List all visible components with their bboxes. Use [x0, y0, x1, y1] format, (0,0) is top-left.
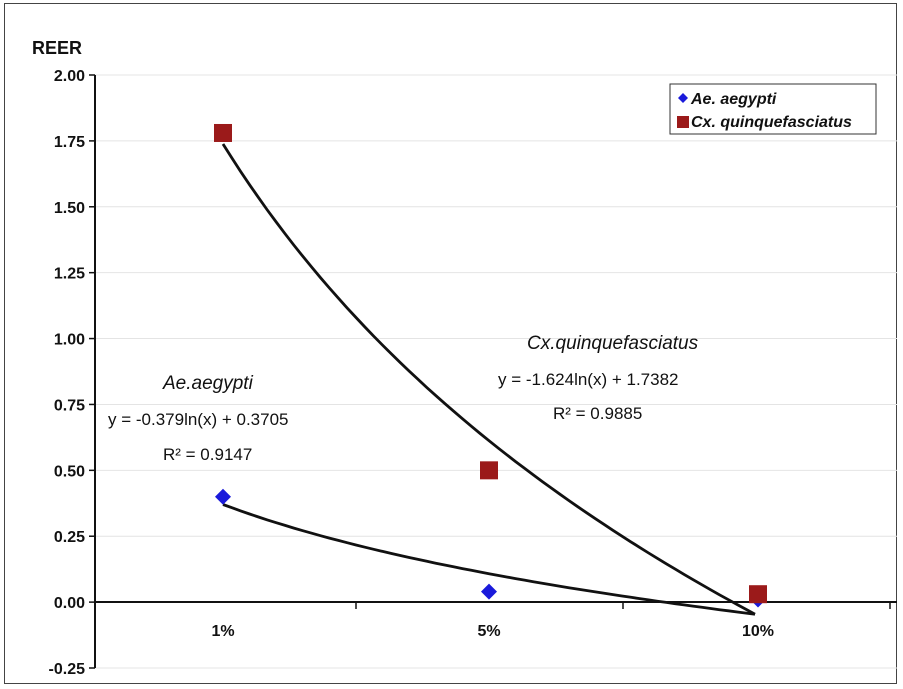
- annotation-ae-aegypti: Ae.aegypti y = -0.379ln(x) + 0.3705 R² =…: [108, 373, 289, 464]
- data-point-diamond: [215, 488, 231, 505]
- trendline: [222, 503, 756, 616]
- y-tick-label: 1.75: [54, 134, 85, 151]
- y-tick-label: 1.50: [54, 200, 85, 217]
- cx-r-squared: R² = 0.9885: [553, 404, 642, 423]
- x-tick-label: 1%: [211, 623, 234, 640]
- y-tick-label: 1.00: [54, 332, 85, 349]
- y-tick-label: 0.75: [54, 397, 85, 414]
- y-tick-label: 1.25: [54, 266, 85, 283]
- x-tick-labels: 1% 5% 10%: [211, 623, 774, 640]
- data-point-diamond: [481, 583, 497, 600]
- ae-annotation-title: Ae.aegypti: [162, 373, 254, 394]
- y-tick-label: 0.50: [54, 463, 85, 480]
- data-points: [214, 123, 767, 608]
- x-tick-label: 5%: [477, 623, 500, 640]
- y-tick-label: -0.25: [49, 661, 86, 678]
- data-point-square: [214, 123, 232, 142]
- x-tick-label: 10%: [742, 623, 774, 640]
- legend: Ae. aegypti Cx. quinquefasciatus: [669, 83, 877, 135]
- ae-equation: y = -0.379ln(x) + 0.3705: [108, 410, 289, 429]
- axes: [89, 74, 897, 669]
- legend-square-icon: [677, 116, 689, 128]
- grid-lines: [95, 74, 897, 669]
- data-point-square: [480, 461, 498, 480]
- y-tick-labels: 2.00 1.75 1.50 1.25 1.00 0.75 0.50 0.25 0.00 -0.2…: [49, 68, 86, 678]
- annotation-cx-quinquefasciatus: Cx.quinquefasciatus y = -1.624ln(x) + 1.…: [498, 333, 699, 423]
- y-tick-label: 0.00: [54, 595, 85, 612]
- legend-diamond-icon: [678, 93, 688, 103]
- legend-label-ae: Ae. aegypti: [690, 91, 777, 108]
- legend-box: [669, 83, 877, 135]
- trendlines: [221, 143, 756, 616]
- y-tick-label: 0.25: [54, 529, 85, 546]
- data-point-square: [749, 585, 767, 604]
- legend-label-cx: Cx. quinquefasciatus: [691, 114, 852, 131]
- trendline: [221, 143, 756, 616]
- cx-equation: y = -1.624ln(x) + 1.7382: [498, 370, 679, 389]
- y-axis-label: REER: [32, 38, 82, 58]
- ae-r-squared: R² = 0.9147: [163, 445, 252, 464]
- y-tick-label: 2.00: [54, 68, 85, 85]
- cx-annotation-title: Cx.quinquefasciatus: [527, 333, 699, 354]
